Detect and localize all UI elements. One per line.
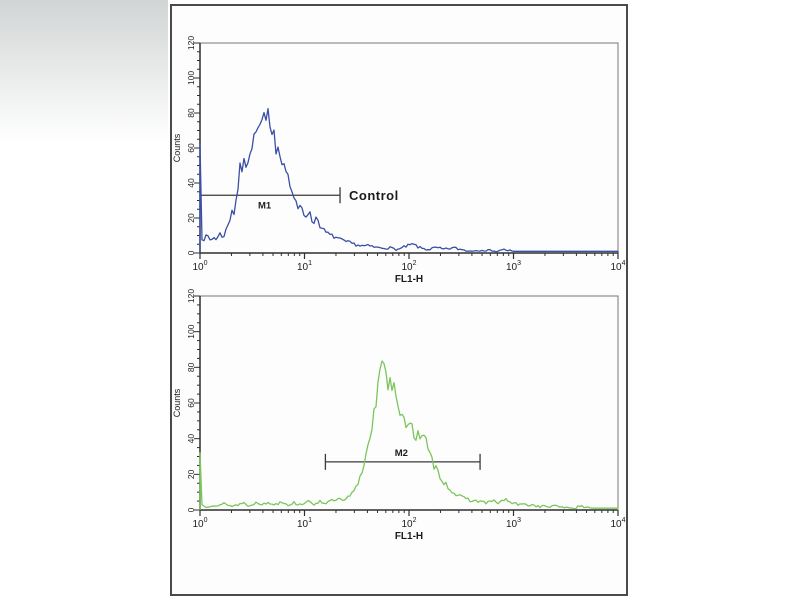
y-tick-label: 20 (186, 213, 196, 223)
x-tick-label: 101 (297, 260, 312, 273)
x-tick-label: 104 (610, 260, 625, 273)
gate-annotation: Control (349, 188, 399, 203)
y-axis-title: Counts (172, 388, 182, 417)
gate-label: M1 (258, 200, 272, 211)
x-tick-label: 103 (506, 517, 521, 530)
x-tick-label: 100 (192, 517, 207, 530)
figure-panel (170, 4, 628, 596)
y-tick-label: 60 (186, 398, 196, 408)
y-tick-label: 40 (186, 178, 196, 188)
x-tick-label: 103 (506, 260, 521, 273)
y-tick-label: 120 (186, 36, 196, 50)
y-tick-label: 0 (186, 250, 196, 255)
x-tick-label: 104 (610, 517, 625, 530)
x-tick-label: 101 (297, 517, 312, 530)
flow-cytometry-figure: 0 20 40 60 80 100 120 Counts 100 101 102 103 104 FL1-… (170, 4, 628, 596)
chart-control-histogram: 0 20 40 60 80 100 120 Counts 100 101 102 103 104 FL1-… (172, 36, 626, 285)
y-tick-label: 20 (186, 469, 196, 479)
y-tick-label: 100 (186, 71, 196, 85)
y-tick-label: 120 (186, 289, 196, 303)
y-tick-label: 80 (186, 362, 196, 372)
histogram-curve-control (199, 108, 619, 253)
x-tick-label: 100 (192, 260, 207, 273)
x-axis-title: FL1-H (395, 531, 423, 542)
gate-label: M2 (395, 448, 408, 459)
histogram-curve-m2 (199, 360, 619, 510)
x-axis-title: FL1-H (395, 274, 423, 285)
y-tick-label: 80 (186, 108, 196, 118)
background-gradient-shade (0, 0, 168, 150)
x-tick-label: 102 (401, 517, 416, 530)
chart-stained-histogram: 0 20 40 60 80 100 120 Counts 100 101 102 103 104 FL1-… (172, 289, 626, 542)
y-tick-label: 40 (186, 434, 196, 444)
y-tick-label: 100 (186, 324, 196, 338)
x-tick-label: 102 (401, 260, 416, 273)
y-tick-label: 0 (186, 507, 196, 512)
y-axis-title: Counts (172, 133, 182, 162)
gate-m2: M2 (324, 448, 481, 470)
y-tick-label: 60 (186, 143, 196, 153)
gate-m1: M1 Control (200, 187, 399, 211)
